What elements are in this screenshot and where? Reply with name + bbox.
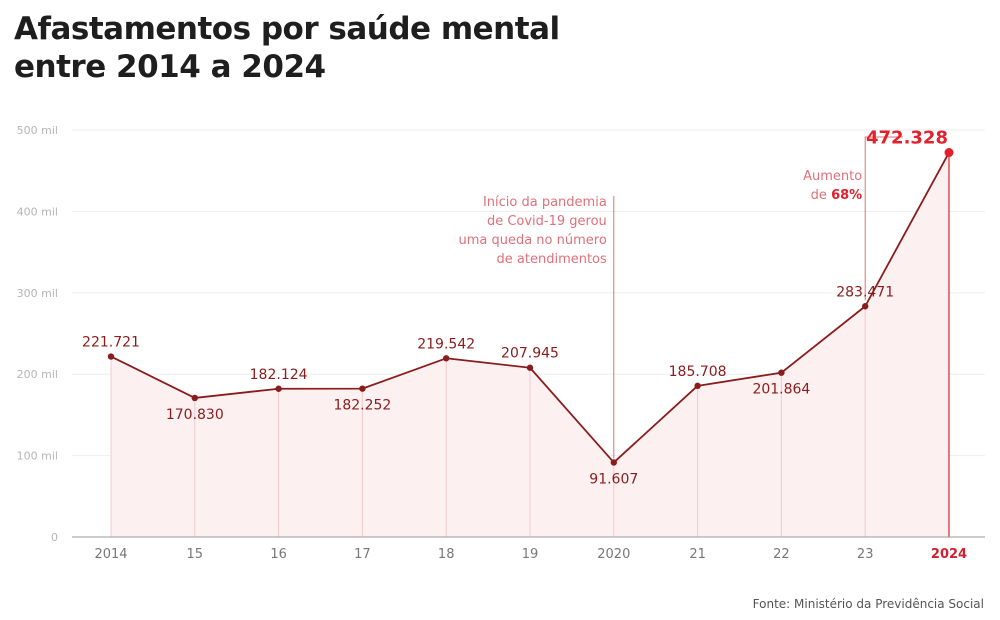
data-label-0: 221.721 [82, 335, 140, 351]
data-point-9 [862, 303, 869, 310]
annotation-pandemic-text-0: Início da pandemia [483, 195, 607, 210]
axes: 0 100 mil 200 mil 300 mil 400 mil 500 mil 2014… [17, 124, 985, 562]
x-tick-label-1: 15 [187, 547, 204, 562]
data-points [107, 148, 954, 466]
x-tick-label-8: 22 [773, 547, 790, 562]
y-tick-label-3: 300 mil [17, 287, 58, 300]
x-tick-label-7: 21 [689, 547, 706, 562]
source-note: Fonte: Ministério da Previdência Social [752, 597, 984, 611]
data-point-5 [526, 364, 534, 371]
y-tick-label-0: 0 [51, 531, 58, 544]
annotation-pandemic-text-2: uma queda no número [458, 233, 606, 248]
annotation-pandemic-text-1: de Covid-19 gerou [487, 214, 607, 229]
x-tick-label-2: 16 [270, 547, 287, 562]
annotation-increase-bracket [864, 136, 903, 301]
data-label-6: 91.607 [589, 471, 638, 487]
data-label-4: 219.542 [417, 336, 475, 352]
annotation-increase-value: de 68% [811, 188, 863, 203]
x-tick-label-4: 18 [438, 547, 455, 562]
x-tick-label-3: 17 [354, 547, 371, 562]
x-tick-label-0: 2014 [94, 547, 127, 562]
data-label-1: 170.830 [166, 407, 224, 423]
y-tick-label-4: 400 mil [17, 205, 58, 218]
x-tick-label-9: 23 [857, 547, 874, 562]
y-tick-label-2: 200 mil [17, 368, 58, 381]
data-point-7 [694, 382, 701, 390]
x-tick-label-10: 2024 [931, 547, 967, 562]
data-point-10 [944, 148, 954, 158]
annotation-increase-text: Aumento [803, 169, 862, 184]
data-label-5: 207.945 [501, 346, 559, 362]
annotation-pandemic-text-3: de atendimentos [497, 252, 607, 267]
series-area [111, 152, 949, 537]
data-label-7: 185.708 [669, 364, 727, 380]
data-label-8: 201.864 [752, 382, 810, 398]
annotation-increase-percent: 68% [831, 188, 862, 203]
area-fill [111, 152, 949, 537]
y-tick-label-5: 500 mil [17, 124, 58, 137]
annotation-increase-prefix: de [811, 188, 831, 203]
data-point-6 [610, 459, 617, 466]
data-point-4 [443, 355, 450, 362]
data-point-0 [107, 353, 115, 360]
data-point-1 [191, 394, 198, 402]
data-point-2 [275, 385, 282, 392]
data-label-3: 182.252 [333, 398, 391, 414]
data-point-8 [778, 369, 785, 376]
x-tick-label-5: 19 [522, 547, 539, 562]
data-label-10: 472.328 [866, 128, 948, 149]
chart-title: Afastamentos por saúde mental entre 2014… [14, 11, 560, 85]
data-label-2: 182.124 [250, 367, 308, 383]
drop-lines [110, 152, 950, 537]
data-label-9: 283.471 [836, 284, 894, 300]
y-tick-label-1: 100 mil [17, 450, 58, 463]
annotations: Início da pandemia de Covid-19 gerou uma q… [458, 136, 903, 459]
x-tick-label-6: 2020 [597, 547, 630, 562]
data-point-3 [359, 385, 366, 392]
data-labels: 221.721 170.830 182.124 182.252 219.542 207.9… [82, 128, 948, 488]
